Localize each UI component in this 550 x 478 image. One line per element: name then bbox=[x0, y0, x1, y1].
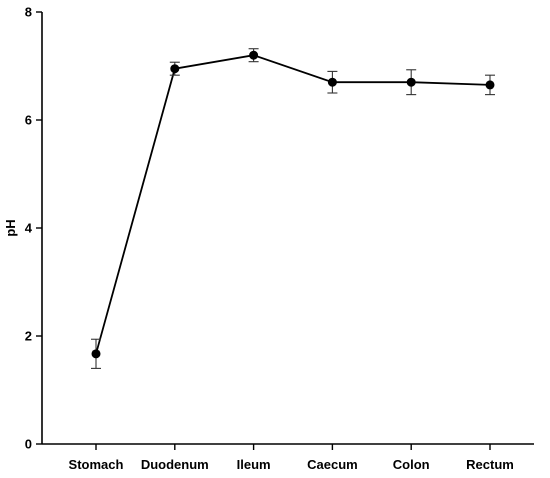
y-tick-label: 0 bbox=[25, 437, 32, 452]
y-axis: 0 2 4 6 8 bbox=[25, 5, 43, 452]
y-axis-title: pH bbox=[3, 219, 18, 236]
y-tick-label: 8 bbox=[25, 5, 32, 20]
x-tick-label: Colon bbox=[393, 457, 430, 472]
y-ticks: 0 2 4 6 8 bbox=[25, 5, 42, 452]
x-tick-label: Rectum bbox=[466, 457, 514, 472]
data-point bbox=[406, 77, 416, 87]
x-tick-label: Stomach bbox=[69, 457, 124, 472]
y-tick-label: 6 bbox=[25, 113, 32, 128]
x-ticks: Stomach Duodenum Ileum Caecum Colon Rectum bbox=[69, 444, 514, 472]
series-layer bbox=[91, 48, 495, 369]
series-line bbox=[95, 54, 491, 355]
data-point bbox=[249, 50, 259, 60]
data-point bbox=[170, 64, 180, 74]
data-point bbox=[91, 349, 101, 359]
x-tick-label: Caecum bbox=[307, 457, 358, 472]
data-point bbox=[485, 80, 495, 90]
x-tick-label: Duodenum bbox=[141, 457, 209, 472]
x-axis: Stomach Duodenum Ileum Caecum Colon Rectum bbox=[42, 443, 534, 472]
y-tick-label: 2 bbox=[25, 329, 32, 344]
data-point bbox=[327, 77, 337, 87]
y-tick-label: 4 bbox=[25, 221, 33, 236]
x-tick-label: Ileum bbox=[237, 457, 271, 472]
